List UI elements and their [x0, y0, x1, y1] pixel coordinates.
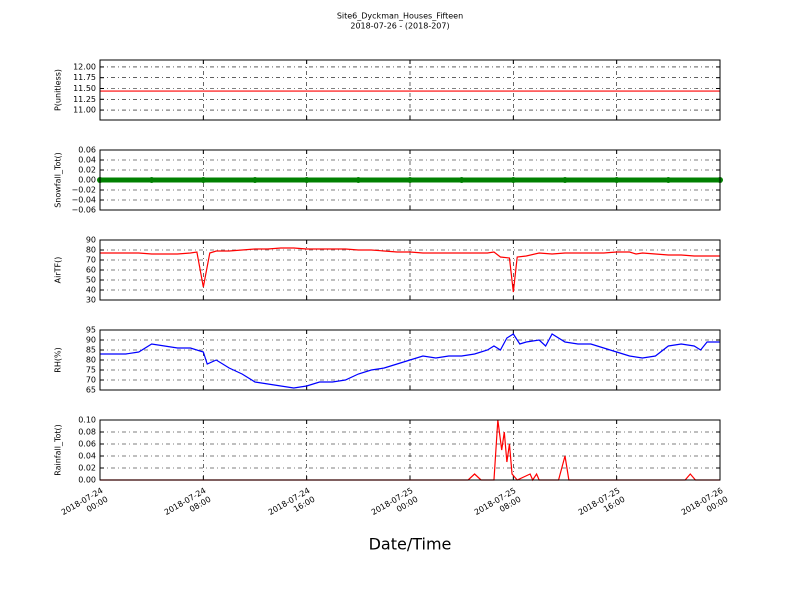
data-marker	[355, 177, 362, 183]
y-tick-label: 65	[86, 386, 96, 395]
x-axis-label: Date/Time	[369, 535, 452, 554]
y-axis-label: P(unitless)	[54, 69, 63, 111]
y-tick-label: −0.02	[71, 186, 96, 195]
plot-frame	[99, 419, 721, 481]
y-axis-label: Rainfall_Tot()	[54, 424, 63, 476]
y-tick-label: 0.02	[78, 166, 96, 175]
y-tick-label: 0.04	[78, 452, 96, 461]
data-marker	[407, 177, 413, 183]
data-marker	[148, 177, 155, 183]
y-tick-label: 0.10	[78, 416, 96, 425]
data-marker	[200, 177, 207, 183]
y-tick-label: 70	[86, 376, 96, 385]
y-tick-label: 11.25	[73, 95, 96, 104]
y-tick-label: 0.08	[78, 428, 96, 437]
y-axis-label: RH(%)	[54, 347, 63, 372]
y-tick-label: 85	[86, 346, 96, 355]
plot-frame	[99, 149, 721, 211]
y-tick-label: 0.02	[78, 464, 96, 473]
y-tick-label: 40	[86, 286, 96, 295]
data-line	[100, 247, 720, 293]
plot-frame	[99, 329, 721, 391]
data-marker	[510, 177, 517, 183]
data-marker	[303, 177, 310, 183]
plot-frame	[99, 59, 721, 121]
y-tick-label: 0.06	[78, 440, 96, 449]
y-tick-label: 80	[86, 246, 96, 255]
plot-frame	[99, 239, 721, 301]
y-tick-label: 75	[86, 366, 96, 375]
data-line	[100, 333, 720, 389]
y-tick-label: −0.06	[71, 206, 96, 215]
y-tick-label: 11.00	[73, 106, 96, 115]
y-tick-label: 80	[86, 356, 96, 365]
y-tick-label: 90	[86, 336, 96, 345]
y-tick-label: 0.04	[78, 156, 96, 165]
y-tick-label: 0.00	[78, 476, 96, 485]
y-axis-label: AirTF()	[54, 257, 63, 284]
data-marker	[665, 177, 672, 183]
y-tick-label: 90	[86, 236, 96, 245]
y-axis-label: Snowfall_Tot()	[54, 152, 63, 208]
y-tick-label: 60	[86, 266, 96, 275]
y-tick-label: −0.04	[71, 196, 96, 205]
y-tick-label: 95	[86, 326, 96, 335]
data-marker	[458, 177, 465, 183]
y-tick-label: 0.00	[78, 176, 96, 185]
data-marker	[252, 177, 258, 183]
chart-subtitle: 2018-07-26 - (2018-207)	[350, 22, 449, 31]
y-tick-label: 11.50	[73, 84, 96, 93]
data-marker	[613, 177, 620, 183]
chart-title: Site6_Dyckman_Houses_Fifteen	[337, 12, 463, 21]
y-tick-label: 30	[86, 296, 96, 305]
y-tick-label: 11.75	[73, 73, 96, 82]
data-marker	[562, 177, 568, 183]
y-tick-label: 12.00	[73, 62, 96, 71]
y-tick-label: 50	[86, 276, 96, 285]
y-tick-label: 0.06	[78, 146, 96, 155]
y-tick-label: 70	[86, 256, 96, 265]
